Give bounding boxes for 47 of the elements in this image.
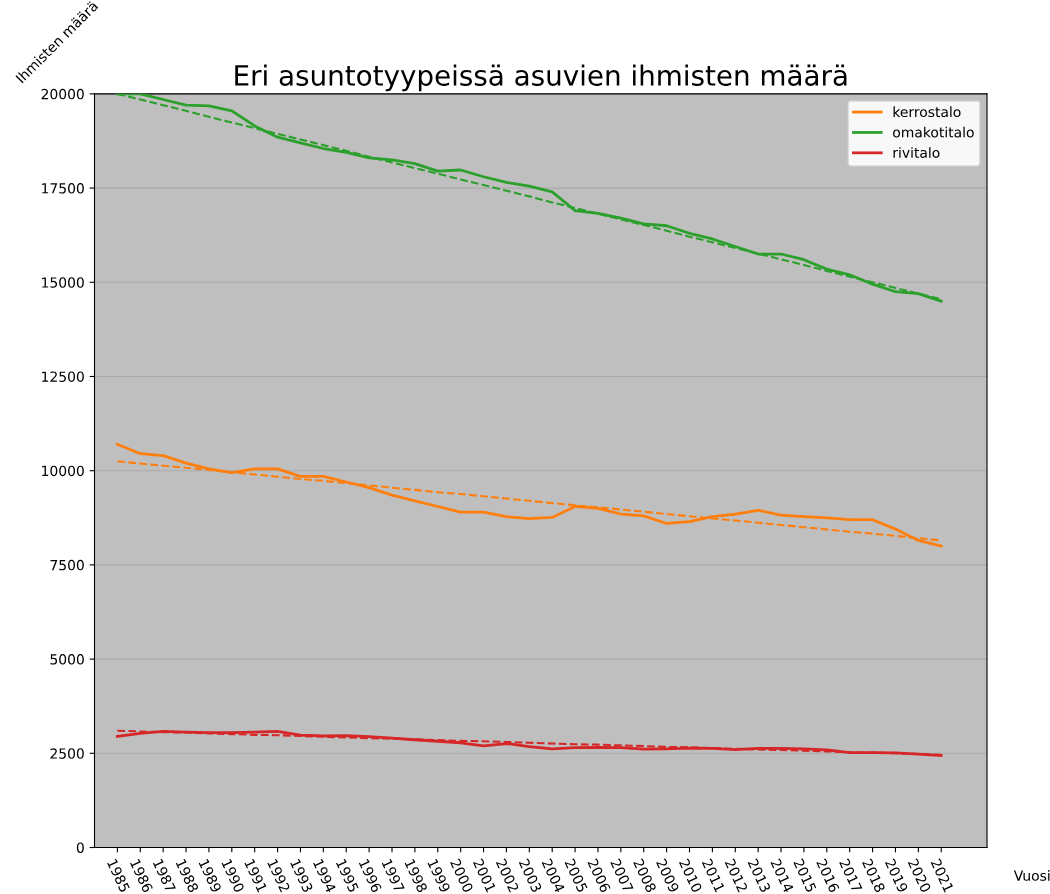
x-tick-label: 1988: [175, 858, 199, 893]
x-tick-label: 1992: [267, 858, 291, 893]
x-tick-label: 2008: [633, 858, 657, 893]
y-tick-label: 20000: [41, 88, 84, 100]
x-tick-label: 2020: [907, 858, 932, 893]
x-tick-label: 1995: [335, 858, 360, 893]
chart-title: Eri asuntotyypeissä asuvien ihmisten määrä: [235, 64, 847, 92]
x-tick-label: 1991: [244, 858, 268, 893]
y-tick-label: 5000: [50, 654, 84, 665]
x-tick-label: 2004: [541, 858, 566, 894]
x-tick-label: 1996: [358, 858, 383, 894]
x-tick-label: 1999: [427, 858, 451, 893]
y-tick-label: 2500: [50, 748, 84, 759]
x-tick-label: 1989: [198, 858, 222, 893]
y-tick-label: 15000: [42, 277, 84, 288]
x-tick-label: 2015: [793, 858, 817, 893]
x-tick-label: 2009: [655, 858, 680, 893]
x-tick-label: 2000: [449, 858, 474, 893]
y-tick-label: 12500: [42, 371, 84, 382]
x-tick-label: 1987: [152, 858, 176, 893]
y-tick-label: 17500: [42, 183, 84, 194]
legend-label: kerrostalo: [893, 106, 961, 118]
x-tick-label: 2010: [678, 858, 703, 893]
x-tick-label: 2003: [518, 858, 543, 893]
x-tick-label: 2012: [724, 858, 749, 893]
x-tick-label: 1998: [404, 858, 428, 893]
x-tick-label: 2001: [472, 858, 497, 893]
x-tick-label: 2019: [884, 858, 909, 893]
y-tick-label: 10000: [42, 465, 84, 477]
y-tick-label: 7500: [50, 559, 84, 571]
legend-label: rivitalo: [893, 147, 940, 158]
legend-label: omakotitalo: [893, 126, 974, 138]
x-tick-label: 1985: [106, 858, 131, 893]
x-tick-label: 2002: [495, 858, 520, 893]
x-tick-label: 2016: [816, 858, 840, 894]
x-tick-label: 2011: [701, 858, 726, 893]
x-tick-label: 1986: [129, 858, 154, 894]
x-tick-label: 1990: [221, 858, 245, 893]
y-tick-label: 0: [76, 842, 84, 853]
x-tick-label: 2017: [839, 858, 863, 893]
x-tick-label: 2018: [861, 858, 886, 893]
x-tick-label: 1997: [381, 858, 405, 893]
x-tick-label: 1993: [289, 858, 314, 893]
x-tick-label: 2021: [930, 858, 955, 893]
line-series: [115, 442, 943, 548]
x-axis-title: Vuosi: [1013, 870, 1050, 881]
x-tick-label: 1994: [312, 858, 337, 894]
